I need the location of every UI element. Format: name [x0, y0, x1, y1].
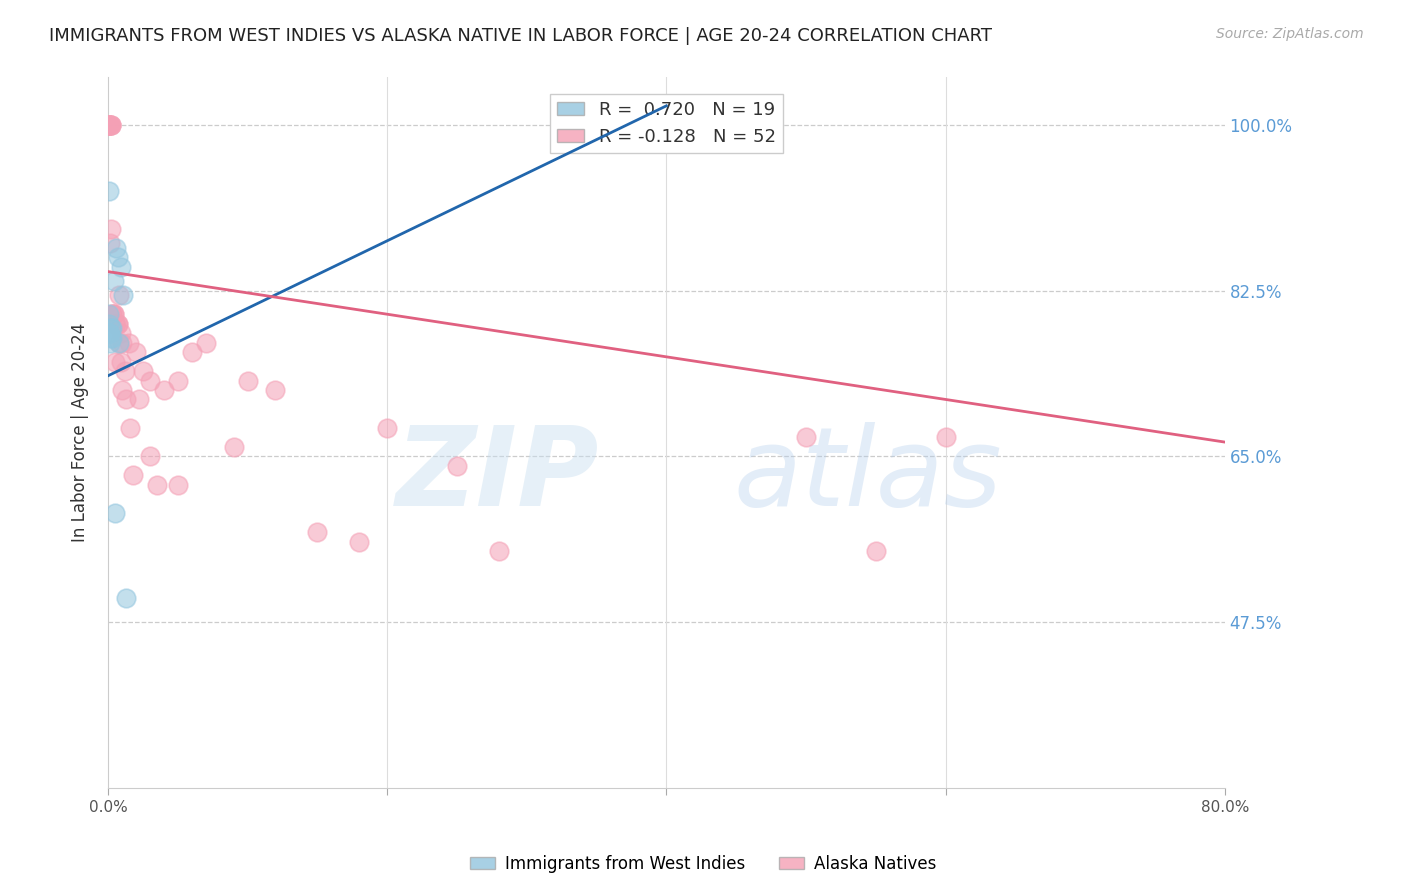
Point — [105, 241, 128, 255]
Point — [307, 524, 329, 539]
Text: Source: ZipAtlas.com: Source: ZipAtlas.com — [1216, 27, 1364, 41]
Point — [222, 440, 245, 454]
Point — [100, 118, 122, 132]
Point — [125, 345, 148, 359]
Point — [935, 430, 957, 444]
Point — [100, 222, 122, 236]
Point — [107, 251, 129, 265]
Point — [166, 374, 188, 388]
Point — [100, 331, 122, 345]
Point — [112, 288, 135, 302]
Point — [100, 118, 122, 132]
Point — [98, 118, 121, 132]
Point — [98, 326, 121, 340]
Point — [108, 335, 131, 350]
Point — [146, 477, 169, 491]
Point — [128, 392, 150, 407]
Point — [98, 335, 121, 350]
Point — [103, 274, 125, 288]
Point — [108, 288, 131, 302]
Point — [110, 260, 132, 274]
Point — [120, 421, 142, 435]
Point — [101, 307, 124, 321]
Point — [111, 383, 134, 397]
Point — [794, 430, 817, 444]
Point — [118, 335, 141, 350]
Point — [104, 354, 127, 368]
Point — [101, 321, 124, 335]
Point — [122, 468, 145, 483]
Point — [349, 534, 371, 549]
Point — [180, 345, 202, 359]
Point — [166, 477, 188, 491]
Point — [97, 184, 120, 198]
Text: IMMIGRANTS FROM WEST INDIES VS ALASKA NATIVE IN LABOR FORCE | AGE 20-24 CORRELAT: IMMIGRANTS FROM WEST INDIES VS ALASKA NA… — [49, 27, 993, 45]
Point — [627, 118, 650, 132]
Point — [110, 326, 132, 340]
Point — [114, 364, 136, 378]
Point — [98, 236, 121, 251]
Point — [375, 421, 398, 435]
Point — [101, 331, 124, 345]
Point — [100, 321, 122, 335]
Point — [139, 374, 162, 388]
Point — [107, 317, 129, 331]
Point — [194, 335, 217, 350]
Point — [103, 307, 125, 321]
Point — [98, 118, 121, 132]
Point — [110, 354, 132, 368]
Point — [488, 544, 510, 558]
Point — [101, 307, 124, 321]
Point — [153, 383, 176, 397]
Point — [98, 307, 121, 321]
Point — [98, 317, 121, 331]
Point — [108, 335, 131, 350]
Point — [103, 307, 125, 321]
Legend: Immigrants from West Indies, Alaska Natives: Immigrants from West Indies, Alaska Nati… — [464, 848, 942, 880]
Point — [264, 383, 287, 397]
Y-axis label: In Labor Force | Age 20-24: In Labor Force | Age 20-24 — [72, 323, 89, 542]
Point — [98, 118, 121, 132]
Point — [98, 118, 121, 132]
Point — [100, 118, 122, 132]
Point — [107, 317, 129, 331]
Point — [115, 392, 138, 407]
Legend: R =  0.720   N = 19, R = -0.128   N = 52: R = 0.720 N = 19, R = -0.128 N = 52 — [550, 94, 783, 153]
Point — [139, 450, 162, 464]
Point — [865, 544, 887, 558]
Text: atlas: atlas — [734, 422, 1002, 529]
Point — [104, 506, 127, 520]
Point — [104, 317, 127, 331]
Text: ZIP: ZIP — [396, 422, 599, 529]
Point — [98, 118, 121, 132]
Point — [115, 591, 138, 606]
Point — [98, 326, 121, 340]
Point — [236, 374, 259, 388]
Point — [105, 317, 128, 331]
Point — [446, 458, 468, 473]
Point — [132, 364, 155, 378]
Point — [111, 335, 134, 350]
